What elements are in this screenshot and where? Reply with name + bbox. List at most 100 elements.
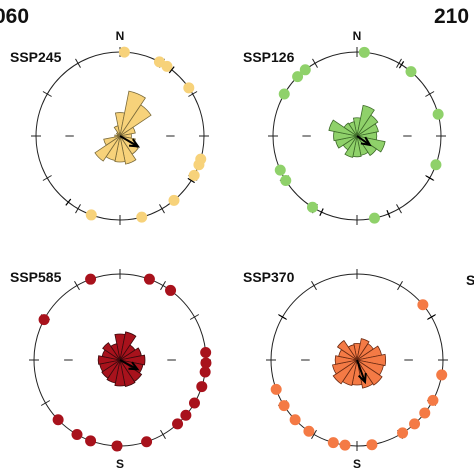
observation-point xyxy=(111,440,123,452)
rose-sector xyxy=(102,342,121,361)
observation-point xyxy=(85,209,97,221)
rose-sector xyxy=(119,354,146,366)
compass-tick xyxy=(160,429,166,440)
arrow-head xyxy=(128,361,140,371)
south-label: S xyxy=(116,457,124,471)
observation-point xyxy=(52,414,64,426)
rose-sector xyxy=(356,338,370,361)
rose-sector xyxy=(103,135,121,146)
south-label: S xyxy=(353,457,361,471)
observation-point xyxy=(180,409,192,421)
rose-sector xyxy=(97,355,121,365)
arrow-head xyxy=(128,138,141,148)
north-label: N xyxy=(353,29,362,43)
rose-sector xyxy=(119,104,152,137)
observation-point xyxy=(299,64,311,76)
rose-sector xyxy=(336,339,358,361)
rose-panel-ssp126: SSP126 N xyxy=(243,29,446,225)
observation-point xyxy=(193,159,205,171)
rose-sector xyxy=(119,135,137,165)
compass-tick xyxy=(397,280,403,291)
observation-point xyxy=(278,88,290,100)
panel-title: SSP585 xyxy=(10,269,62,285)
rose-sector xyxy=(356,123,379,137)
compass-tick xyxy=(74,280,80,291)
rose-sector xyxy=(334,355,358,365)
observation-point xyxy=(427,394,439,406)
rose-panel-ssp245: SSP245 N xyxy=(10,29,209,225)
observation-point xyxy=(327,437,339,449)
rose-sector xyxy=(344,135,358,158)
compass-tick xyxy=(425,91,435,97)
observation-point xyxy=(71,428,83,440)
observation-point xyxy=(405,66,417,78)
observation-tick xyxy=(425,175,434,181)
observation-point xyxy=(38,314,50,326)
rose-sector xyxy=(114,134,121,138)
observation-tick xyxy=(386,209,391,218)
rose-sector xyxy=(356,353,387,367)
mean-direction-arrow xyxy=(356,359,366,383)
compass-tick xyxy=(396,58,402,68)
observation-point xyxy=(436,369,448,381)
rose-sector xyxy=(119,126,136,137)
compass-tick xyxy=(311,280,317,291)
compass-tick xyxy=(75,204,81,214)
observation-point xyxy=(409,418,421,430)
observation-point xyxy=(168,194,180,206)
observation-point xyxy=(432,108,444,120)
compass-tick xyxy=(42,91,52,97)
rose-sector xyxy=(94,135,121,162)
observation-point xyxy=(419,407,431,419)
observation-point xyxy=(270,383,282,395)
observation-point xyxy=(368,212,380,224)
rose-sector xyxy=(119,359,136,387)
rose-sector xyxy=(113,125,121,137)
observation-point xyxy=(397,427,409,439)
rose-sector xyxy=(356,104,375,137)
observation-point xyxy=(430,159,442,171)
compass-tick xyxy=(160,280,166,291)
mean-direction-arrow xyxy=(356,135,371,146)
observation-point xyxy=(85,273,97,285)
observation-tick xyxy=(319,208,324,217)
observation-tick xyxy=(278,314,287,320)
rose-sector xyxy=(356,135,378,157)
rose-sector xyxy=(343,122,358,137)
observation-point xyxy=(143,273,155,285)
arrow-head xyxy=(357,372,367,385)
observation-point xyxy=(196,381,208,393)
rose-sector xyxy=(347,344,358,361)
compass-tick xyxy=(311,429,317,440)
observation-point xyxy=(306,201,318,213)
compass-tick xyxy=(396,204,402,214)
right-edge-label: S xyxy=(466,272,474,288)
observation-tick xyxy=(187,177,195,184)
rose-sector xyxy=(114,135,126,163)
rose-sector xyxy=(119,90,146,137)
panel-title: SSP245 xyxy=(10,49,62,65)
rose-sector xyxy=(328,119,358,137)
observation-point xyxy=(85,435,97,447)
observation-point xyxy=(188,397,200,409)
rose-sector xyxy=(114,359,126,387)
observation-tick xyxy=(168,66,175,74)
observation-point xyxy=(358,46,370,58)
observation-point xyxy=(118,46,130,58)
observation-point xyxy=(165,284,177,296)
rose-sector xyxy=(332,359,358,375)
observation-point xyxy=(292,71,304,83)
observation-point xyxy=(141,436,153,448)
observation-point xyxy=(172,418,184,430)
mean-direction-arrow xyxy=(119,359,138,371)
observation-point xyxy=(200,347,212,359)
observation-point xyxy=(289,414,301,426)
rose-sector xyxy=(332,359,358,385)
observation-point xyxy=(274,164,286,176)
rose-panel-ssp370: SSP370 S xyxy=(243,269,448,471)
arrow-head xyxy=(360,136,372,147)
rose-sector xyxy=(110,343,121,361)
observation-point xyxy=(278,400,290,412)
observation-point xyxy=(366,439,378,451)
